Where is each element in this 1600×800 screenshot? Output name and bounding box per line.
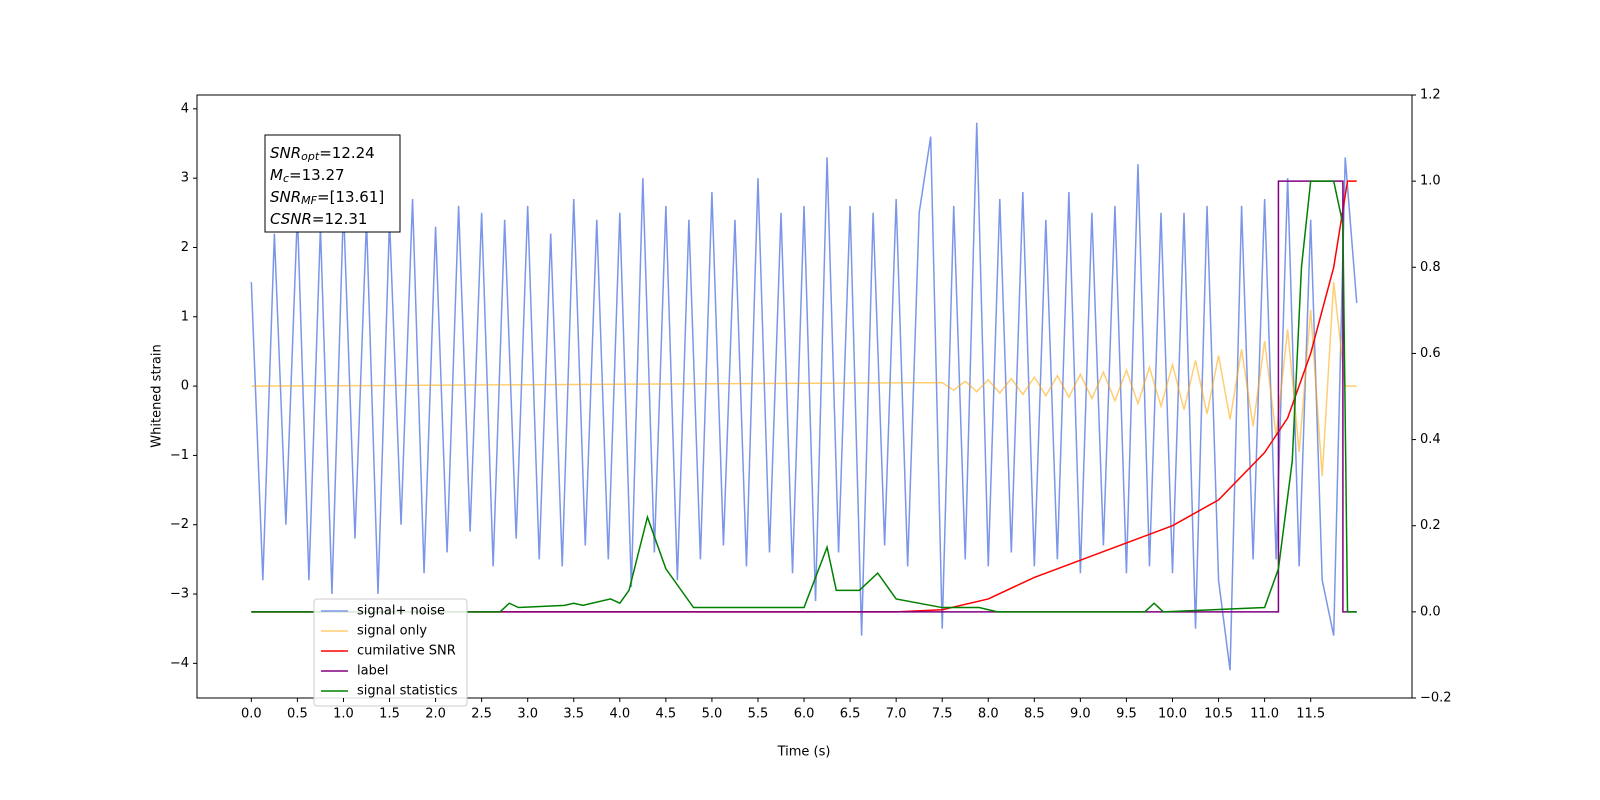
y-tick-label: 4 xyxy=(181,101,189,116)
x-tick-label: 6.5 xyxy=(840,707,861,722)
x-tick-label: 0.0 xyxy=(241,707,262,722)
annotation-line: SNRMF=[13.61] xyxy=(270,188,384,208)
y-tick-label: −2 xyxy=(170,517,189,532)
series-line xyxy=(251,180,1357,613)
x-axis-label: Time (s) xyxy=(777,745,831,760)
x-tick-label: 2.5 xyxy=(471,707,492,722)
x-tick-label: 7.0 xyxy=(886,707,907,722)
x-tick-label: 5.0 xyxy=(702,707,723,722)
x-tick-label: 1.0 xyxy=(333,707,354,722)
plot-area xyxy=(250,122,1358,671)
y-tick-label: 1 xyxy=(181,309,189,324)
annotation-line: Mc=13.27 xyxy=(270,166,345,186)
y2-tick-label: 0.2 xyxy=(1420,518,1441,533)
y-tick-label: 3 xyxy=(181,171,189,186)
annotation: SNRopt=12.24Mc=13.27SNRMF=[13.61]CSNR=12… xyxy=(270,144,384,228)
legend: signal+ noise signal only cumilative SNR la… xyxy=(321,604,458,699)
y-tick-label: −1 xyxy=(170,448,189,463)
y2-tick-label: 0.6 xyxy=(1420,346,1441,361)
legend-label: label xyxy=(357,664,388,679)
legend-box xyxy=(313,598,468,707)
x-tick-label: 11.5 xyxy=(1296,707,1325,722)
y-tick-label: 2 xyxy=(181,240,189,255)
annotation-rest: =12.24 xyxy=(319,144,375,162)
annotation-rest: =13.27 xyxy=(289,166,345,184)
annotation-rest: =12.31 xyxy=(312,210,368,228)
x-tick-label: 6.0 xyxy=(794,707,815,722)
x-tick-label: 9.0 xyxy=(1070,707,1091,722)
legend-label: signal statistics xyxy=(357,684,458,699)
legend-label: signal+ noise xyxy=(357,604,445,619)
y2-tick-label: 1.2 xyxy=(1420,88,1441,103)
y2-tick-label: 0.0 xyxy=(1420,604,1441,619)
y-axis-label: Whitened strain xyxy=(150,344,165,447)
x-tick-label: 1.5 xyxy=(379,707,400,722)
x-tick-label: 10.5 xyxy=(1204,707,1233,722)
annotation-main: CSNR xyxy=(270,210,312,228)
x-tick-label: 4.5 xyxy=(656,707,677,722)
x-tick-label: 4.0 xyxy=(609,707,630,722)
x-tick-label: 5.5 xyxy=(748,707,769,722)
y2-tick-label: 0.4 xyxy=(1420,432,1441,447)
legend-label: signal only xyxy=(357,624,427,639)
x-tick-label: 8.5 xyxy=(1024,707,1045,722)
annotation-line: SNRopt=12.24 xyxy=(270,144,375,164)
y-tick-label: −3 xyxy=(170,587,189,602)
annotation-main: SNR xyxy=(270,144,301,162)
y2-tick-label: 0.8 xyxy=(1420,260,1441,275)
annotation-rest: =[13.61] xyxy=(317,188,384,206)
annotation-sub: MF xyxy=(301,194,317,207)
x-tick-label: 3.5 xyxy=(563,707,584,722)
x-tick-label: 0.5 xyxy=(287,707,308,722)
y-tick-label: −4 xyxy=(170,656,189,671)
y2-tick-label: −0.2 xyxy=(1420,691,1452,706)
annotation-main: SNR xyxy=(270,188,301,206)
y2-tick-label: 1.0 xyxy=(1420,174,1441,189)
x-tick-label: 3.0 xyxy=(517,707,538,722)
x-tick-label: 7.5 xyxy=(932,707,953,722)
series-line xyxy=(251,180,1357,613)
series-line xyxy=(250,122,1358,671)
x-tick-label: 10.0 xyxy=(1158,707,1187,722)
annotation-sub: opt xyxy=(301,150,320,163)
x-tick-label: 11.0 xyxy=(1250,707,1279,722)
x-tick-label: 2.0 xyxy=(425,707,446,722)
y-tick-label: 0 xyxy=(181,379,189,394)
x-tick-label: 8.0 xyxy=(978,707,999,722)
series-line xyxy=(251,282,1357,477)
x-tick-label: 9.5 xyxy=(1116,707,1137,722)
annotation-sub: c xyxy=(283,172,289,185)
annotation-box xyxy=(264,134,401,233)
annotation-line: CSNR=12.31 xyxy=(270,210,367,228)
legend-label: cumilative SNR xyxy=(357,644,456,659)
series-line xyxy=(251,180,1357,613)
annotation-main: M xyxy=(270,166,283,184)
